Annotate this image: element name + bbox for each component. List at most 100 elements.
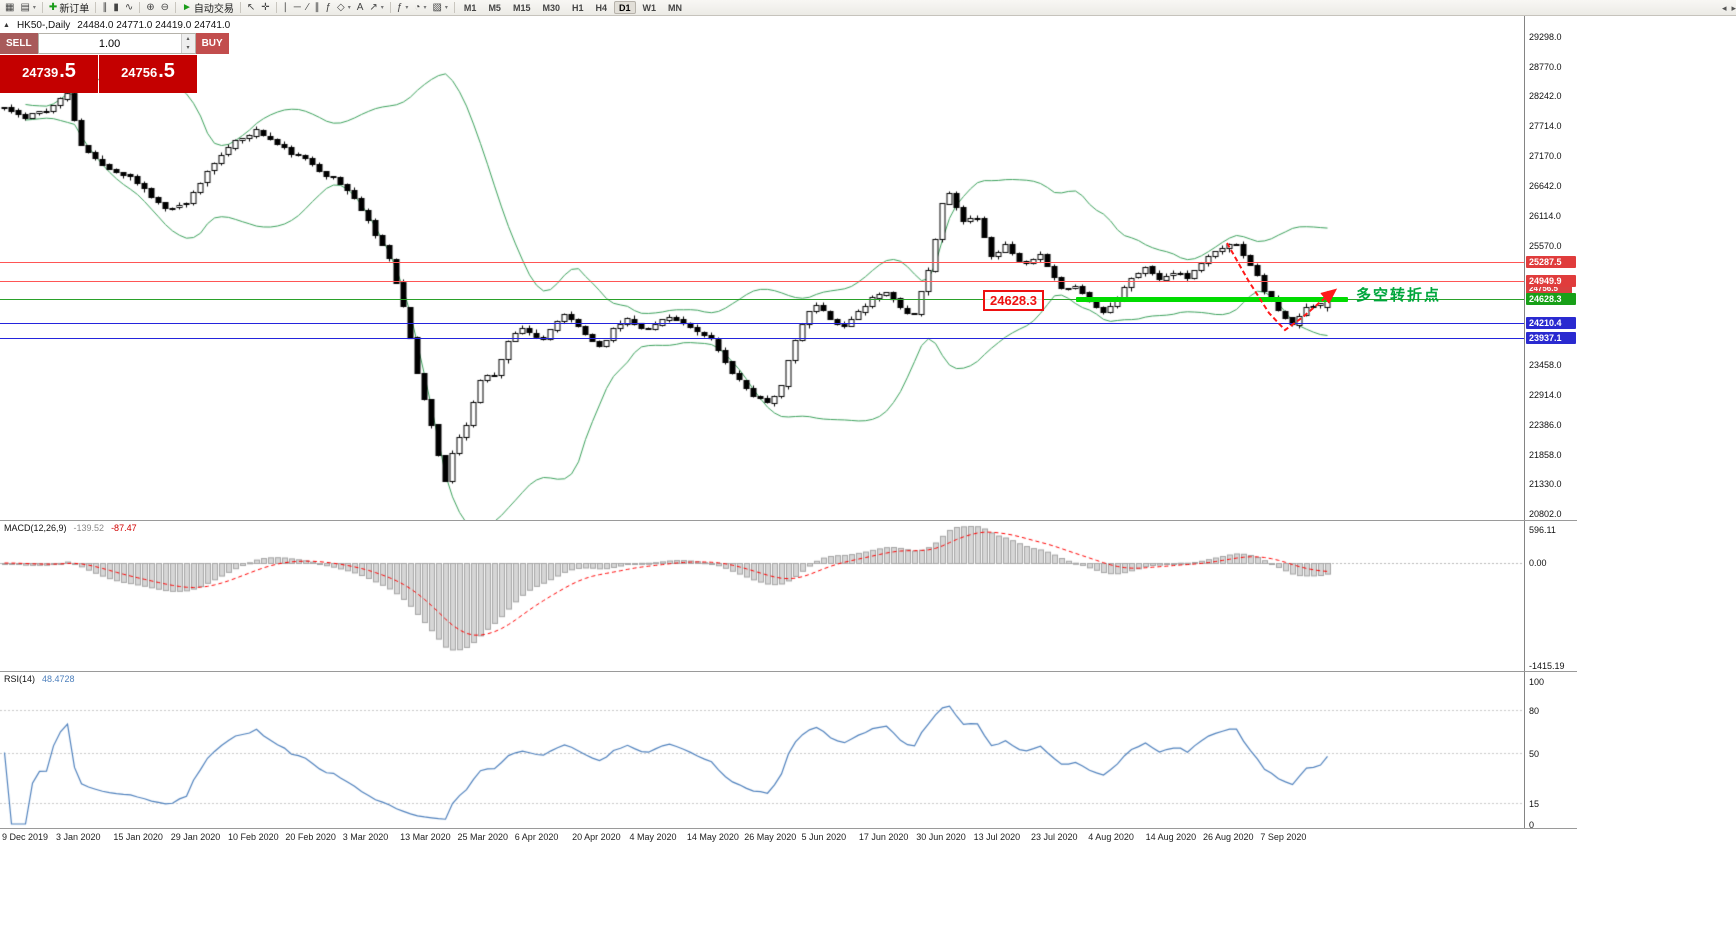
panel-separator[interactable] xyxy=(0,828,1577,829)
volume-field[interactable]: ▴ ▾ xyxy=(37,33,196,54)
price-axis-label: 21858.0 xyxy=(1529,449,1562,460)
templates-button[interactable]: ▧ ▾ xyxy=(429,1,450,15)
price-level-badge: 24628.3 xyxy=(1526,293,1576,306)
periods-icon: ◔ xyxy=(414,1,421,13)
price-axis-label: 28242.0 xyxy=(1529,91,1562,102)
text-label-button[interactable]: A xyxy=(354,1,367,15)
toolbar-separator xyxy=(175,2,176,13)
volume-input[interactable] xyxy=(38,34,181,53)
zoom-in-icon: ⊕ xyxy=(146,1,155,13)
rsi-value: 48.4728 xyxy=(42,674,75,684)
price-axis-label: 29298.0 xyxy=(1529,32,1562,42)
dropdown-caret-icon: ▾ xyxy=(32,5,36,11)
indicators-button[interactable]: ƒ ▾ xyxy=(394,1,412,15)
macd-label-row: MACD(12,26,9) -139.52 -87.47 xyxy=(4,523,137,533)
dropdown-caret-icon: ▾ xyxy=(347,5,351,11)
buy-price-main: 24756 xyxy=(121,65,158,80)
horizontal-level-line[interactable] xyxy=(0,299,1524,301)
rsi-axis-label: 0 xyxy=(1529,820,1535,830)
timeframe-h1-button[interactable]: H1 xyxy=(567,1,589,14)
price-axis-label: 21330.0 xyxy=(1529,479,1562,490)
arrow-objects-button[interactable]: ↗ ▾ xyxy=(366,1,386,15)
rsi-canvas[interactable] xyxy=(0,672,1524,828)
volume-down-button[interactable]: ▾ xyxy=(181,43,195,53)
time-axis-label: 14 May 2020 xyxy=(686,832,739,842)
sell-price-button[interactable]: 24739.5 xyxy=(0,55,98,93)
macd-axis-label: 596.11 xyxy=(1529,525,1556,535)
time-axis-label: 20 Feb 2020 xyxy=(285,832,336,842)
time-axis-label: 9 Dec 2019 xyxy=(2,832,49,842)
sell-button[interactable]: SELL xyxy=(0,33,38,54)
horizontal-level-line[interactable] xyxy=(0,281,1524,283)
turning-point-label[interactable]: 多空转折点 xyxy=(1356,287,1442,304)
time-axis-label: 7 Sep 2020 xyxy=(1260,832,1307,842)
price-annotation-box[interactable]: 24628.3 xyxy=(983,290,1044,311)
rsi-panel[interactable]: RSI(14) 48.4728 xyxy=(0,672,1524,828)
vertical-line-button[interactable]: ∣ xyxy=(280,1,291,15)
zoom-out-button[interactable]: ⊖ xyxy=(158,1,172,15)
trendline-icon: ∕ xyxy=(306,1,309,13)
horizontal-line-button[interactable]: ─ xyxy=(291,1,304,15)
new-chart-button[interactable]: ▦ xyxy=(2,1,17,15)
price-levels-layer xyxy=(0,16,1524,520)
line-chart-button[interactable]: ∿ xyxy=(122,1,136,15)
arrow-objects-icon: ↗ xyxy=(369,1,378,13)
price-axis-label: 25570.0 xyxy=(1529,241,1562,252)
price-level-badge: 24949.9 xyxy=(1526,275,1576,288)
volume-spinner: ▴ ▾ xyxy=(180,34,195,53)
cursor-button[interactable]: ↖ xyxy=(244,1,258,15)
turning-point-line[interactable] xyxy=(1076,297,1348,303)
panel-separator[interactable] xyxy=(0,671,1577,672)
panel-separator[interactable] xyxy=(0,520,1577,521)
rsi-label-row: RSI(14) 48.4728 xyxy=(4,674,75,684)
trendline-button[interactable]: ∕ xyxy=(304,1,312,15)
new-order-button[interactable]: ✚ 新订单 xyxy=(46,1,92,16)
timeframe-h4-button[interactable]: H4 xyxy=(591,1,613,14)
bar-chart-button[interactable]: ∥ xyxy=(99,1,110,15)
equidistant-channel-button[interactable]: ∥ xyxy=(311,1,322,15)
price-axis-label: 22386.0 xyxy=(1529,420,1562,431)
shapes-button[interactable]: ◇ ▾ xyxy=(334,1,354,15)
volume-up-button[interactable]: ▴ xyxy=(181,34,195,44)
timeframe-w1-button[interactable]: W1 xyxy=(638,1,662,14)
horizontal-level-line[interactable] xyxy=(0,337,1524,339)
crosshair-button[interactable]: ✛ xyxy=(258,1,272,15)
buy-price-pip: .5 xyxy=(158,60,175,82)
macd-panel[interactable]: MACD(12,26,9) -139.52 -87.47 xyxy=(0,521,1524,671)
time-axis[interactable]: 9 Dec 2019 3 Jan 2020 15 Jan 2020 29 Jan 20… xyxy=(0,829,1524,847)
timeframe-m1-button[interactable]: M1 xyxy=(459,1,482,14)
templates-icon: ▧ xyxy=(432,1,442,13)
timeframe-mn-button[interactable]: MN xyxy=(663,1,687,14)
auto-trading-label: 自动交易 xyxy=(193,4,234,15)
one-click-collapse-arrow[interactable]: ▲ xyxy=(3,22,10,29)
auto-trading-icon: ► xyxy=(182,1,192,13)
buy-button[interactable]: BUY xyxy=(195,33,229,54)
candlestick-chart-button[interactable]: ▮ xyxy=(110,1,122,15)
timeframe-m15-button[interactable]: M15 xyxy=(508,1,536,14)
dropdown-caret-icon: ▾ xyxy=(423,5,427,11)
periods-button[interactable]: ◔ ▾ xyxy=(411,1,429,15)
sell-price-pip: .5 xyxy=(59,60,76,82)
zoom-in-button[interactable]: ⊕ xyxy=(143,1,157,15)
horizontal-level-line[interactable] xyxy=(0,262,1524,264)
toolbar-overflow-right-button[interactable]: ▸ xyxy=(1730,1,1736,15)
price-axis-label: 26114.0 xyxy=(1529,210,1561,221)
macd-canvas[interactable] xyxy=(0,521,1524,671)
price-axis-label: 26642.0 xyxy=(1529,181,1562,192)
auto-trading-button[interactable]: ► 自动交易 xyxy=(179,1,237,16)
toolbar-overflow-left-button[interactable]: ◂ xyxy=(1721,1,1728,15)
price-chart-panel[interactable]: 24628.3 多空转折点 ▲ HK50-,Daily 24484.0 2477… xyxy=(0,16,1524,520)
chart-symbol: HK50-,Daily xyxy=(16,20,71,31)
price-axis[interactable]: 25287.5 24949.9 24628.3 24210.4 23937.1 24756… xyxy=(1524,16,1578,830)
toolbar-separator xyxy=(41,2,43,13)
timeframe-d1-button[interactable]: D1 xyxy=(614,1,636,14)
time-axis-label: 26 May 2020 xyxy=(744,832,797,842)
chart-profiles-button[interactable]: ▤ ▾ xyxy=(17,1,38,15)
fibonacci-button[interactable]: ƒ xyxy=(322,1,334,15)
timeframe-m5-button[interactable]: M5 xyxy=(483,1,506,14)
horizontal-level-line[interactable] xyxy=(0,322,1524,324)
quote-price-badge: 24756.5 xyxy=(1526,283,1572,294)
timeframe-m30-button[interactable]: M30 xyxy=(537,1,565,14)
buy-price-button[interactable]: 24756.5 xyxy=(99,55,197,93)
